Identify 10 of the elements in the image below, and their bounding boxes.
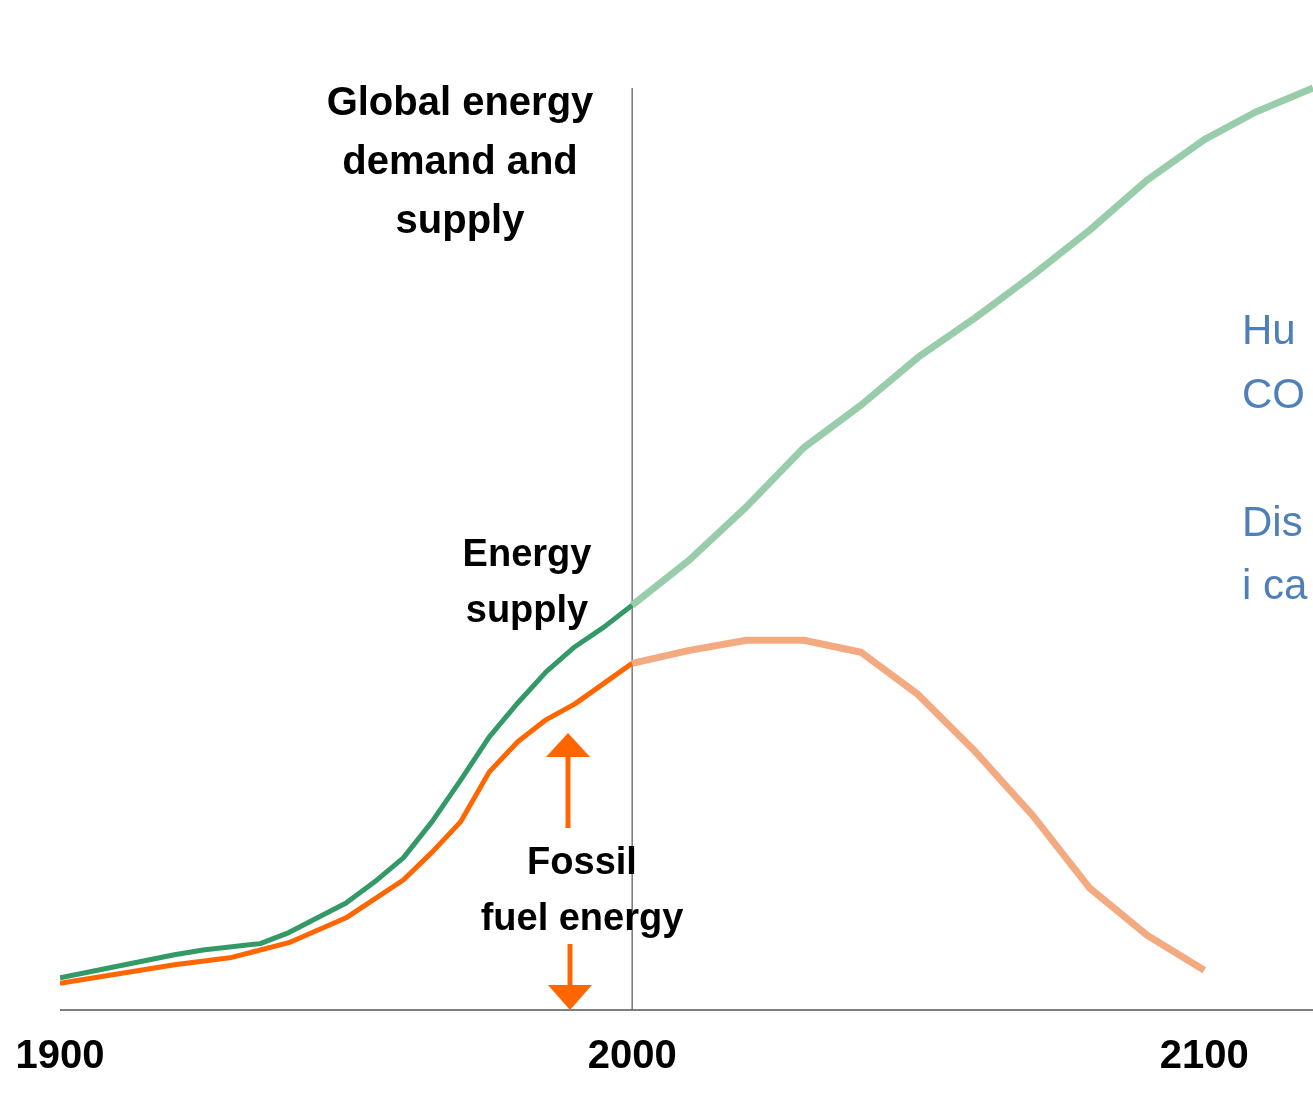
annotation: Energy supply xyxy=(461,531,593,632)
annotation: CO xyxy=(1242,369,1306,419)
annotation: i ca xyxy=(1242,560,1309,610)
annotation: Hu xyxy=(1242,305,1297,355)
text: Global energy demand and supply xyxy=(325,78,595,243)
annotation: Fossil fuel energy xyxy=(479,839,685,940)
x-tick-label: 1900 xyxy=(15,1032,105,1077)
annotation: Dis xyxy=(1242,497,1304,547)
x-tick-label: 2000 xyxy=(587,1032,677,1077)
x-tick-label: 2100 xyxy=(1159,1032,1249,1077)
